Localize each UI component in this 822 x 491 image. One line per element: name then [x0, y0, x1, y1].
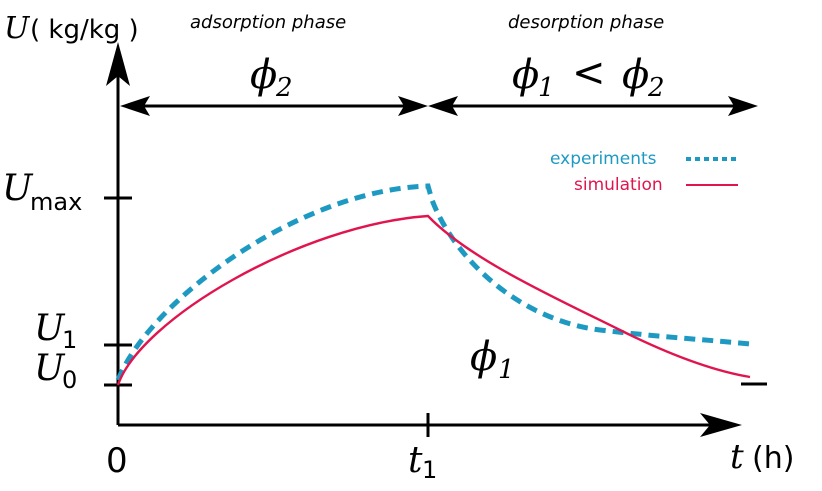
u1-label: U	[34, 308, 66, 349]
desorption-phi-b-sub: 2	[647, 73, 665, 103]
desorption-right-arrowhead	[728, 96, 758, 116]
y-axis-symbol: U	[4, 11, 31, 46]
adsorption-phi-label: ϕ	[250, 52, 277, 98]
u1-sub: 1	[62, 326, 77, 354]
adsorption-title: adsorption phase	[190, 12, 346, 33]
legend-simulation-label: simulation	[574, 175, 663, 195]
origin-label: 0	[106, 441, 128, 481]
t1-label: t	[408, 440, 423, 481]
x-axis-symbol: t	[730, 437, 744, 477]
adsorption-right-arrowhead	[398, 96, 428, 116]
umax-sub: max	[30, 188, 82, 216]
desorption-phi-b: ϕ	[622, 52, 649, 98]
y-axis-arrowhead	[106, 42, 130, 86]
desorption-relation: <	[572, 50, 606, 96]
desorption-left-arrowhead	[428, 96, 458, 116]
x-axis-arrowhead	[700, 413, 742, 437]
adsorption-left-arrowhead	[120, 96, 150, 116]
y-axis-unit: ( kg/kg )	[30, 15, 139, 45]
u0-label: U	[34, 348, 66, 389]
simulation-curve	[116, 214, 751, 386]
t1-sub: 1	[422, 456, 437, 484]
phi1-annotation: ϕ	[470, 334, 497, 380]
experiments-curve	[115, 183, 751, 381]
desorption-phi-a: ϕ	[512, 52, 539, 98]
u0-sub: 0	[62, 366, 77, 394]
legend-experiments-label: experiments	[550, 149, 657, 169]
umax-label: U	[2, 168, 34, 209]
phi1-annotation-sub: 1	[498, 355, 515, 385]
desorption-title: desorption phase	[508, 12, 664, 33]
adsorption-phi-sub: 2	[275, 73, 293, 103]
desorption-phi-a-sub: 1	[538, 73, 555, 103]
legend: experiments simulation	[550, 149, 738, 195]
x-axis-unit: (h)	[752, 441, 794, 476]
